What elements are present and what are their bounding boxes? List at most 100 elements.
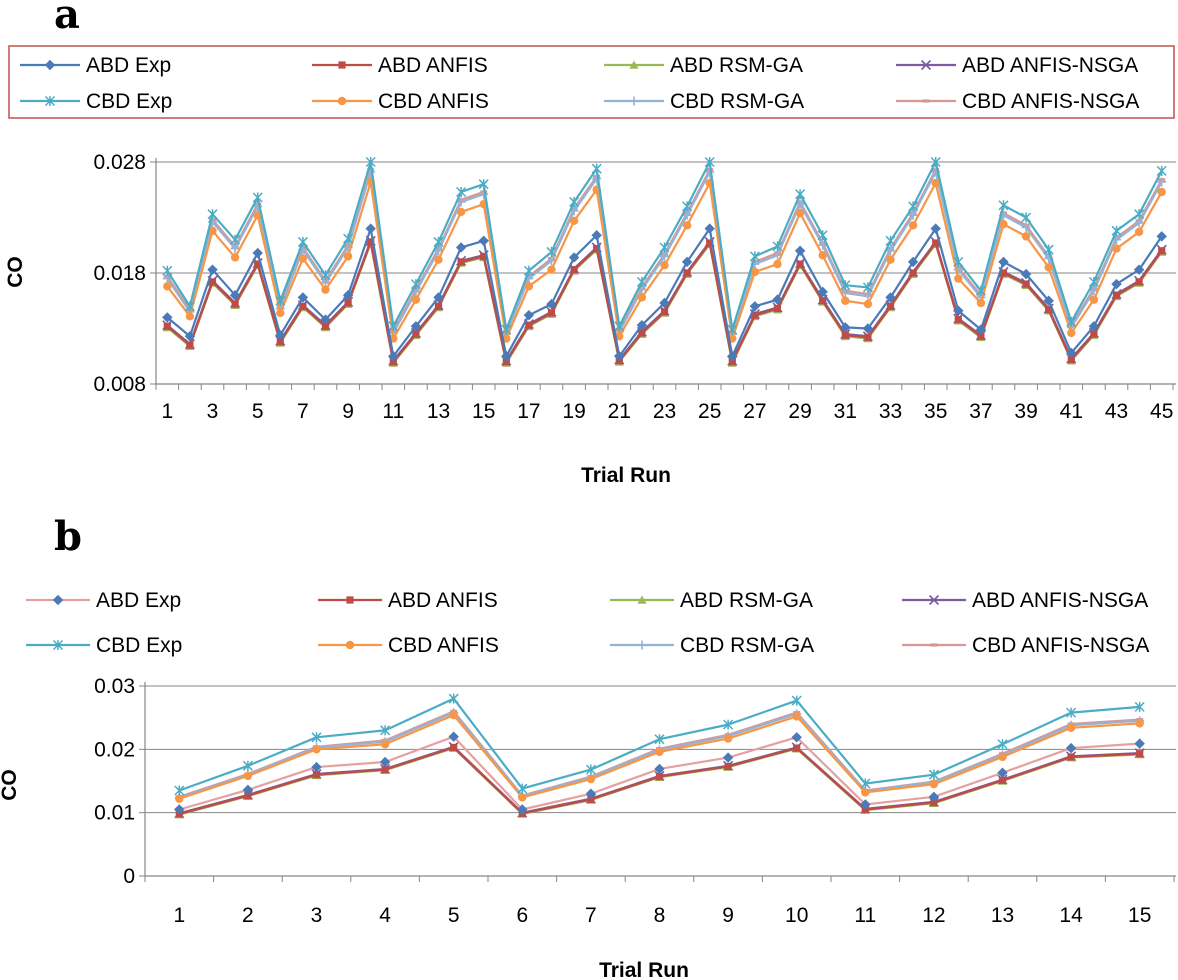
data-point: [243, 771, 253, 781]
y-axis-title-b: CO: [0, 769, 21, 801]
x-axis-title-a: Trial Run: [581, 464, 671, 487]
legend-marker-cbd-anfis-nsga: [922, 99, 930, 103]
data-point: [1066, 723, 1076, 732]
data-point: [932, 239, 940, 247]
x-tick-label: 13: [427, 400, 450, 423]
legend-b: ABD Exp ABD ANFIS ABD RSM-GA ABD ANFIS-NSGA…: [26, 589, 1149, 657]
data-point: [928, 769, 939, 780]
data-point: [230, 253, 240, 262]
data-point: [681, 256, 693, 268]
data-point: [704, 156, 715, 168]
legend-label-cbd-anfis-nsga: CBD ANFIS-NSGA: [972, 634, 1149, 657]
x-tick-label: 5: [252, 400, 264, 423]
data-point: [312, 745, 321, 754]
data-point: [448, 731, 459, 742]
data-point: [1089, 295, 1099, 304]
data-point: [885, 292, 896, 303]
data-point: [230, 234, 241, 245]
data-point: [819, 297, 827, 305]
x-tick-label: 11: [854, 904, 876, 927]
data-point: [342, 289, 354, 301]
data-point: [999, 219, 1008, 229]
series-cbd-anfis: [175, 710, 1144, 803]
data-point: [976, 298, 986, 308]
x-tick-label: 14: [1059, 904, 1083, 927]
data-point: [207, 264, 218, 275]
data-point: [795, 208, 805, 218]
data-point: [841, 331, 849, 339]
data-point: [297, 236, 308, 247]
legend-item-abd-anfis: ABD ANFIS: [312, 54, 488, 77]
legend-label-cbd-rsm-ga: CBD RSM-GA: [670, 90, 804, 113]
data-point: [242, 784, 254, 796]
data-point: [930, 156, 941, 168]
data-point: [795, 189, 806, 200]
data-point: [410, 321, 422, 332]
data-point: [297, 292, 309, 303]
data-point: [930, 798, 938, 807]
data-point: [585, 788, 597, 799]
data-point: [1066, 316, 1077, 327]
data-point: [794, 245, 806, 257]
data-point: [998, 200, 1009, 211]
data-point: [773, 304, 782, 313]
legend-label-cbd-anfis: CBD ANFIS: [378, 90, 489, 113]
data-point: [501, 324, 512, 335]
data-point: [253, 211, 262, 220]
data-point: [860, 778, 871, 789]
data-point: [1021, 212, 1032, 223]
x-tick-label: 39: [1014, 400, 1037, 423]
data-point: [817, 286, 828, 298]
data-point: [682, 201, 693, 212]
legend-marker-abd-anfis: [346, 596, 354, 604]
legend-item-abd-rsm-ga: ABD RSM-GA: [604, 54, 803, 77]
x-tick-label: 11: [382, 400, 404, 423]
data-point: [230, 244, 240, 254]
legend-label-abd-exp: ABD Exp: [96, 589, 181, 612]
data-point: [1156, 231, 1167, 242]
data-point: [311, 761, 322, 773]
data-point: [276, 338, 284, 346]
legend-marker-cbd-anfis-nsga: [930, 643, 938, 647]
y-axis-title-a: CO: [4, 256, 27, 288]
legend-item-cbd-exp: CBD Exp: [26, 634, 182, 657]
x-axis-title-b: Trial Run: [599, 959, 689, 980]
series-abd-exp: [162, 223, 1167, 362]
data-point: [570, 266, 578, 274]
data-point: [275, 329, 286, 341]
data-point: [207, 209, 218, 220]
legend-item-abd-exp: ABD Exp: [20, 54, 171, 77]
data-point: [636, 319, 648, 331]
data-point: [1157, 187, 1166, 197]
x-tick-label: 37: [969, 400, 992, 423]
data-point: [456, 207, 466, 217]
x-tick-label: 45: [1150, 400, 1173, 423]
x-tick-label: 35: [924, 400, 947, 423]
data-point: [162, 265, 173, 276]
data-point: [208, 226, 217, 236]
data-point: [724, 762, 732, 771]
data-point: [1045, 306, 1053, 314]
data-point: [909, 269, 917, 277]
x-tick-label: 31: [834, 400, 857, 423]
x-tick-label: 7: [297, 400, 309, 423]
data-point: [593, 244, 601, 253]
data-point: [321, 285, 330, 294]
legend-item-cbd-anfis: CBD ANFIS: [318, 634, 499, 657]
data-point: [1066, 707, 1077, 718]
data-point: [886, 255, 895, 264]
data-point: [343, 233, 354, 244]
data-point: [184, 301, 195, 312]
data-point: [175, 794, 184, 803]
data-point: [818, 251, 827, 260]
legend-label-abd-anfis-nsga: ABD ANFIS-NSGA: [962, 54, 1138, 77]
data-point: [433, 292, 444, 303]
data-point: [655, 772, 664, 781]
x-tick-label: 13: [991, 904, 1014, 927]
legend-item-cbd-anfis: CBD ANFIS: [312, 90, 489, 113]
data-point: [683, 269, 691, 277]
data-point: [312, 771, 321, 779]
x-tick-label: 3: [207, 400, 219, 423]
x-tick-label: 5: [448, 904, 460, 927]
legend-marker-abd-exp: [52, 594, 64, 606]
